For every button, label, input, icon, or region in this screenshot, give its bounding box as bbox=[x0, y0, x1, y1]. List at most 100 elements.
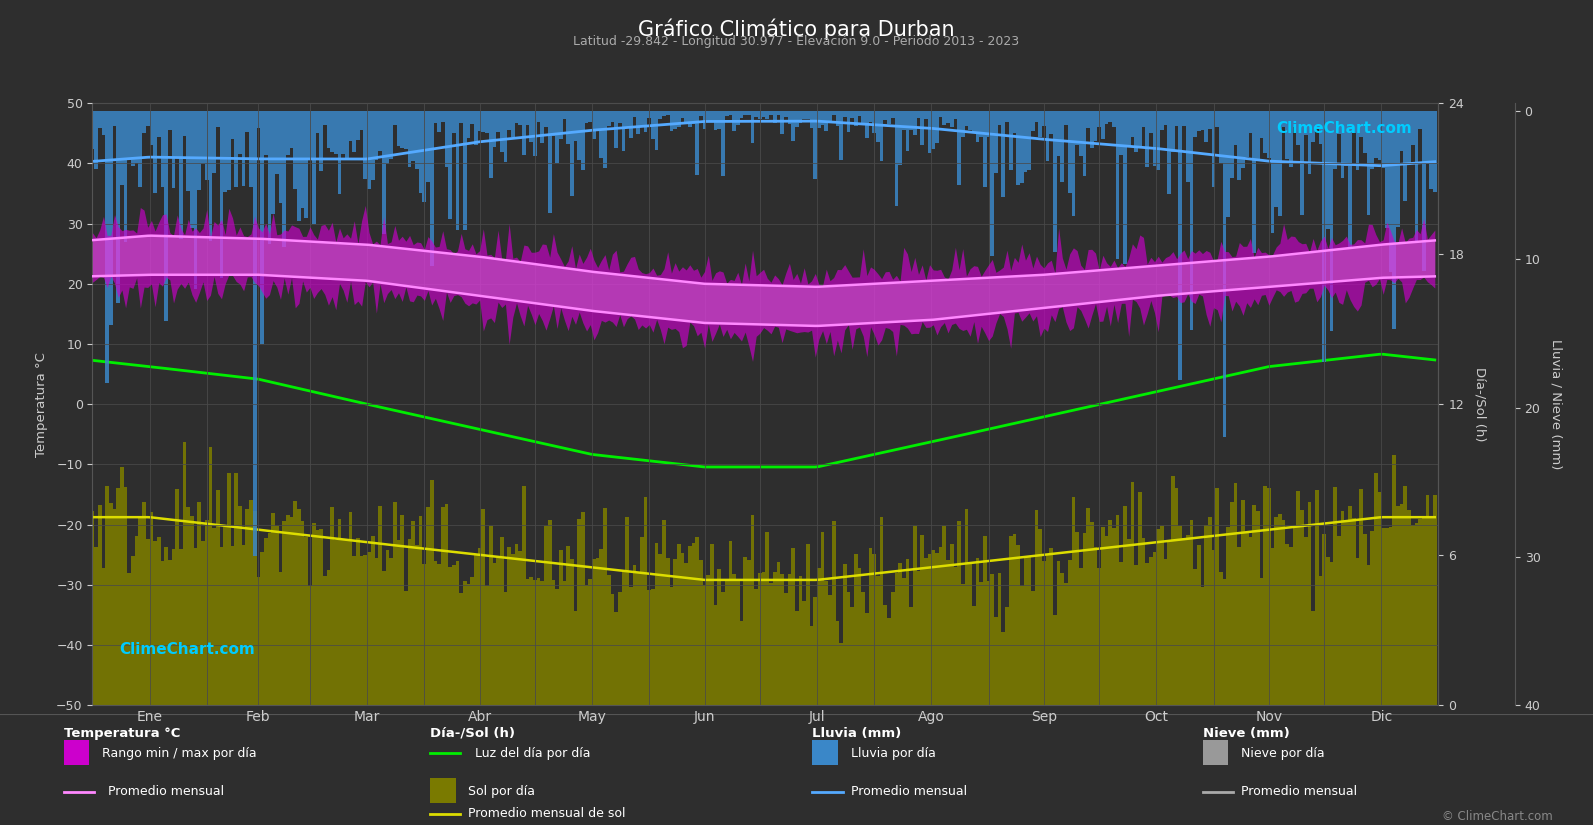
Bar bbox=[965, 111, 969, 126]
Bar bbox=[1223, 579, 1227, 705]
Bar bbox=[725, 579, 728, 705]
Bar bbox=[862, 592, 865, 705]
Bar bbox=[1235, 111, 1238, 145]
Bar bbox=[400, 111, 405, 148]
Bar bbox=[1031, 111, 1035, 131]
Bar bbox=[710, 111, 714, 121]
Bar bbox=[615, 611, 618, 705]
Bar bbox=[1378, 111, 1381, 160]
Bar bbox=[1389, 527, 1392, 705]
Bar bbox=[851, 111, 854, 118]
Bar bbox=[290, 111, 293, 148]
Bar bbox=[319, 529, 323, 705]
Bar bbox=[1235, 483, 1238, 705]
Bar bbox=[1123, 506, 1126, 705]
Bar bbox=[691, 544, 696, 705]
Bar bbox=[832, 111, 835, 115]
Text: ClimeChart.com: ClimeChart.com bbox=[119, 642, 255, 658]
Bar bbox=[1238, 111, 1241, 180]
Bar bbox=[890, 111, 895, 118]
Bar bbox=[1137, 492, 1142, 705]
Bar bbox=[124, 111, 127, 243]
Bar bbox=[1300, 510, 1303, 705]
Bar bbox=[1341, 511, 1344, 705]
Bar bbox=[489, 526, 492, 705]
Bar bbox=[1282, 111, 1286, 126]
Bar bbox=[444, 503, 448, 705]
Bar bbox=[781, 111, 784, 134]
Bar bbox=[1289, 111, 1294, 167]
Bar bbox=[268, 533, 271, 705]
Bar bbox=[124, 487, 127, 705]
Bar bbox=[1333, 111, 1337, 169]
Bar bbox=[1219, 111, 1223, 163]
Bar bbox=[1109, 111, 1112, 122]
Bar bbox=[1064, 111, 1067, 125]
Bar bbox=[436, 563, 441, 705]
Bar bbox=[296, 509, 301, 705]
Bar bbox=[997, 111, 1002, 125]
Bar bbox=[357, 111, 360, 140]
Bar bbox=[1373, 111, 1378, 158]
Bar bbox=[1260, 111, 1263, 139]
Bar bbox=[94, 547, 97, 705]
Bar bbox=[1027, 111, 1031, 170]
Bar bbox=[957, 111, 961, 185]
Bar bbox=[710, 544, 714, 705]
Bar bbox=[1230, 111, 1235, 177]
Bar bbox=[301, 111, 304, 209]
Text: Promedio mensual: Promedio mensual bbox=[851, 785, 967, 798]
Bar bbox=[1286, 544, 1289, 705]
Bar bbox=[1352, 111, 1356, 134]
Bar bbox=[846, 111, 851, 132]
Bar bbox=[304, 537, 307, 705]
Bar bbox=[131, 556, 135, 705]
Bar bbox=[1204, 111, 1207, 143]
Bar bbox=[279, 573, 282, 705]
Bar bbox=[427, 507, 430, 705]
Bar bbox=[467, 111, 470, 138]
Bar bbox=[312, 523, 315, 705]
Bar bbox=[1134, 111, 1137, 152]
Bar bbox=[1278, 111, 1282, 215]
Bar bbox=[954, 111, 957, 119]
Bar bbox=[817, 111, 820, 128]
Bar bbox=[212, 111, 217, 173]
Bar bbox=[1266, 111, 1271, 158]
Bar bbox=[422, 564, 427, 705]
Bar bbox=[1223, 111, 1227, 436]
Bar bbox=[389, 559, 393, 705]
Bar bbox=[386, 111, 389, 164]
Bar bbox=[865, 111, 868, 138]
Bar bbox=[1050, 548, 1053, 705]
Bar bbox=[703, 111, 706, 130]
Bar bbox=[1370, 111, 1373, 169]
Bar bbox=[585, 111, 588, 123]
Bar bbox=[119, 111, 124, 185]
Bar bbox=[599, 549, 604, 705]
Bar bbox=[1389, 111, 1392, 272]
Bar bbox=[190, 516, 194, 705]
Bar bbox=[327, 570, 330, 705]
Bar bbox=[828, 111, 832, 122]
Bar bbox=[183, 442, 186, 705]
Bar bbox=[172, 549, 175, 705]
Bar bbox=[186, 111, 190, 191]
Bar bbox=[237, 507, 242, 705]
Bar bbox=[91, 111, 94, 149]
Bar bbox=[946, 559, 949, 705]
Bar bbox=[352, 111, 357, 153]
Bar bbox=[1330, 562, 1333, 705]
Bar bbox=[220, 111, 223, 278]
Bar bbox=[1252, 111, 1255, 253]
Bar bbox=[1418, 519, 1423, 705]
Bar bbox=[422, 111, 427, 202]
Bar bbox=[1196, 111, 1201, 131]
Bar bbox=[242, 111, 245, 186]
Bar bbox=[935, 111, 938, 143]
Bar bbox=[876, 576, 879, 705]
Bar bbox=[588, 111, 593, 122]
Bar bbox=[588, 579, 593, 705]
Bar bbox=[769, 111, 773, 115]
Bar bbox=[335, 540, 338, 705]
